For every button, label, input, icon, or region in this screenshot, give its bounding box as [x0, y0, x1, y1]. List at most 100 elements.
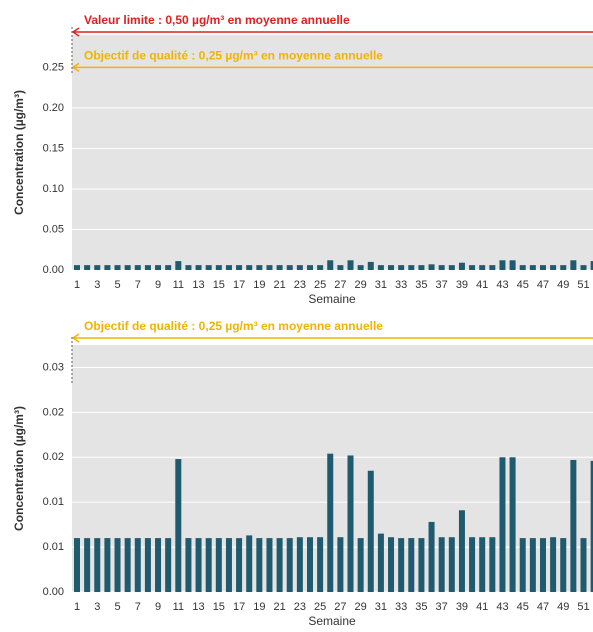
x-tick-label: 13: [192, 279, 204, 291]
x-tick-label: 21: [273, 279, 285, 291]
x-tick-label: 1: [74, 279, 80, 291]
y-tick-label: 0.20: [43, 102, 64, 114]
arrow-head: [71, 333, 80, 343]
bar: [550, 537, 557, 592]
bar: [590, 261, 593, 270]
x-tick-label: 3: [94, 601, 100, 613]
x-tick-label: 15: [213, 279, 225, 291]
bar: [144, 265, 151, 270]
x-tick-label: 1: [74, 601, 80, 613]
x-tick-label: 3: [94, 279, 100, 291]
bar: [286, 538, 293, 592]
bar: [306, 265, 313, 270]
bar: [560, 538, 567, 592]
y-tick-label: 0.01: [43, 541, 64, 553]
bar: [225, 265, 232, 270]
bar: [398, 265, 405, 270]
bar: [94, 265, 101, 270]
bar: [266, 538, 273, 592]
bar: [377, 265, 384, 270]
bar: [428, 264, 435, 270]
bar: [276, 265, 283, 270]
x-tick-label: 15: [213, 601, 225, 613]
x-tick-label: 13: [192, 601, 204, 613]
y-axis-label: Concentration (µg/m³): [12, 90, 26, 215]
bar: [165, 265, 172, 270]
bar: [438, 537, 445, 592]
bar: [408, 538, 415, 592]
bar: [347, 260, 354, 270]
bar: [539, 265, 546, 270]
bar: [418, 538, 425, 592]
x-tick-label: 47: [537, 601, 549, 613]
y-tick-label: 0.25: [43, 61, 64, 73]
y-tick-label: 0.02: [43, 451, 64, 463]
x-axis-label: Semaine: [308, 292, 356, 306]
bar: [479, 537, 486, 592]
x-tick-label: 5: [114, 279, 120, 291]
x-tick-label: 11: [173, 601, 184, 613]
x-tick-label: 51: [577, 601, 589, 613]
bar: [509, 260, 516, 270]
plot-area: [72, 35, 593, 270]
x-tick-label: 21: [273, 601, 285, 613]
x-tick-label: 7: [135, 601, 141, 613]
bar: [317, 265, 324, 270]
bar: [84, 538, 91, 592]
y-tick-label: 0.01: [43, 496, 64, 508]
bar: [367, 470, 374, 592]
x-tick-label: 37: [436, 279, 448, 291]
x-tick-label: 17: [233, 279, 245, 291]
bar: [499, 260, 506, 270]
bar: [529, 538, 536, 592]
bar: [458, 510, 465, 592]
bar: [114, 265, 121, 270]
bar: [448, 537, 455, 592]
x-tick-label: 51: [577, 279, 589, 291]
x-tick-label: 9: [155, 601, 161, 613]
bar: [560, 265, 567, 270]
bar: [84, 265, 91, 270]
x-tick-label: 5: [114, 601, 120, 613]
reference-label: Valeur limite : 0,50 µg/m³ en moyenne an…: [84, 13, 350, 27]
x-tick-label: 31: [375, 279, 387, 291]
bar: [550, 265, 557, 270]
x-tick-label: 23: [294, 601, 306, 613]
bar: [529, 265, 536, 270]
bar: [317, 537, 324, 592]
bar: [185, 265, 192, 270]
bar: [509, 457, 516, 592]
bar: [479, 265, 486, 270]
bar: [286, 265, 293, 270]
x-tick-label: 39: [456, 279, 468, 291]
bar: [570, 260, 577, 270]
x-tick-label: 29: [355, 601, 367, 613]
y-tick-label: 0.00: [43, 264, 64, 276]
bar: [377, 533, 384, 592]
bar: [256, 538, 263, 592]
bar: [155, 538, 162, 592]
arrow-head: [71, 27, 80, 37]
y-tick-label: 0.10: [43, 183, 64, 195]
y-tick-label: 0.15: [43, 142, 64, 154]
bar: [175, 261, 182, 270]
bar: [539, 538, 546, 592]
y-tick-label: 0.02: [43, 406, 64, 418]
x-tick-label: 47: [537, 279, 549, 291]
bar: [327, 260, 334, 270]
x-tick-label: 19: [253, 601, 265, 613]
x-tick-label: 19: [253, 279, 265, 291]
bar: [458, 262, 465, 270]
bar: [114, 538, 121, 592]
bar: [337, 265, 344, 270]
bar: [306, 537, 313, 592]
bar: [590, 460, 593, 592]
bar: [388, 265, 395, 270]
bar: [448, 265, 455, 270]
bar: [469, 265, 476, 270]
x-tick-label: 23: [294, 279, 306, 291]
bar: [266, 265, 273, 270]
bar: [580, 265, 587, 270]
bar: [246, 265, 253, 270]
bar: [408, 265, 415, 270]
